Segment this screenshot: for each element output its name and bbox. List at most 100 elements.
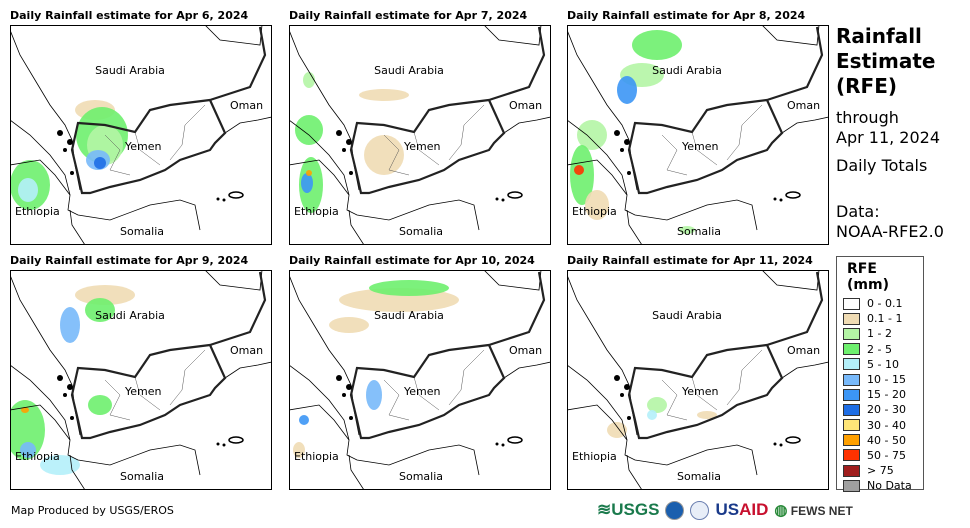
panel-title: Daily Rainfall estimate for Apr 10, 2024 bbox=[289, 254, 535, 267]
legend-swatch bbox=[843, 358, 860, 371]
rainfall-map-panel: Saudi Arabia Oman Yemen Ethiopia Somalia bbox=[289, 270, 551, 490]
legend-item: 1 - 2 bbox=[843, 326, 923, 341]
legend-swatch bbox=[843, 464, 860, 477]
rainfall-area bbox=[301, 173, 313, 193]
islands bbox=[57, 130, 74, 175]
label-oman: Oman bbox=[230, 344, 263, 357]
map-svg: Saudi Arabia Oman Yemen Ethiopia Somalia bbox=[290, 26, 550, 244]
rainfall-area bbox=[632, 30, 682, 60]
legend-swatch bbox=[843, 343, 860, 356]
rainfall-area bbox=[40, 455, 80, 475]
legend-label: 20 - 30 bbox=[867, 403, 906, 417]
panel-title: Daily Rainfall estimate for Apr 7, 2024 bbox=[289, 9, 528, 22]
rainfall-area bbox=[20, 442, 36, 458]
legend-item: 40 - 50 bbox=[843, 433, 923, 448]
legend-swatch bbox=[843, 403, 860, 416]
panel-title: Daily Rainfall estimate for Apr 8, 2024 bbox=[567, 9, 806, 22]
rainfall-area bbox=[88, 395, 112, 415]
map-svg: Saudi Arabia Oman Yemen Ethiopia Somalia bbox=[290, 271, 550, 489]
yemen-border bbox=[70, 271, 267, 440]
socotra-island bbox=[228, 191, 244, 199]
panel-title: Daily Rainfall estimate for Apr 6, 2024 bbox=[10, 9, 249, 22]
label-yemen: Yemen bbox=[403, 140, 441, 153]
label-ethiopia: Ethiopia bbox=[294, 205, 339, 218]
label-yemen: Yemen bbox=[681, 385, 719, 398]
rainfall-area bbox=[75, 285, 135, 305]
socotra-island bbox=[507, 191, 523, 199]
socotra-island bbox=[228, 436, 244, 444]
legend-label: 0 - 0.1 bbox=[867, 297, 903, 311]
legend-label: 50 - 75 bbox=[867, 448, 906, 462]
yemen-border bbox=[70, 26, 267, 195]
doc-seal-logo bbox=[690, 500, 710, 520]
rainfall-map-panel: Saudi Arabia Oman Yemen Ethiopia Somalia bbox=[567, 25, 829, 245]
label-somalia: Somalia bbox=[120, 470, 164, 483]
legend-label: > 75 bbox=[867, 464, 894, 478]
data-source: Data: NOAA-RFE2.0 bbox=[836, 202, 944, 241]
label-saudi-arabia: Saudi Arabia bbox=[652, 64, 722, 77]
legend-title: RFE (mm) bbox=[847, 261, 889, 293]
legend-label: 0.1 - 1 bbox=[867, 312, 903, 326]
usaid-logo: USAID bbox=[715, 500, 769, 519]
rainfall-area bbox=[577, 120, 607, 150]
legend-item: 0.1 - 1 bbox=[843, 311, 923, 326]
islands bbox=[336, 130, 353, 175]
legend-label: 10 - 15 bbox=[867, 373, 906, 387]
label-somalia: Somalia bbox=[677, 225, 721, 238]
rainfall-area bbox=[293, 442, 305, 458]
rainfall-area bbox=[295, 115, 323, 145]
islands bbox=[336, 375, 353, 420]
map-svg: Saudi Arabia Oman Yemen Ethiopia Somalia bbox=[568, 26, 828, 244]
rainfall-map-panel: Saudi Arabia Oman Yemen Ethiopia Somalia bbox=[567, 270, 829, 490]
rainfall-area bbox=[94, 157, 106, 169]
credit: Map Produced by USGS/EROS bbox=[11, 504, 174, 517]
socotra-island bbox=[507, 436, 523, 444]
label-somalia: Somalia bbox=[399, 470, 443, 483]
label-oman: Oman bbox=[787, 99, 820, 112]
socotra-island bbox=[785, 191, 801, 199]
label-yemen: Yemen bbox=[403, 385, 441, 398]
label-saudi-arabia: Saudi Arabia bbox=[374, 309, 444, 322]
legend-swatch bbox=[843, 388, 860, 401]
label-somalia: Somalia bbox=[120, 225, 164, 238]
rainfall-area bbox=[585, 190, 609, 220]
panel-title: Daily Rainfall estimate for Apr 9, 2024 bbox=[10, 254, 249, 267]
label-oman: Oman bbox=[787, 344, 820, 357]
map-svg: Saudi Arabia Oman Yemen Ethiopia Somalia bbox=[11, 271, 271, 489]
logos: ≋USGS USAID ◍ FEWS NET bbox=[597, 500, 853, 520]
label-somalia: Somalia bbox=[677, 470, 721, 483]
yemen-border bbox=[627, 271, 824, 440]
rainfall-area bbox=[18, 178, 38, 202]
side-title: Rainfall Estimate (RFE) bbox=[836, 24, 936, 98]
rainfall-area bbox=[574, 165, 584, 175]
legend-item: 50 - 75 bbox=[843, 448, 923, 463]
rainfall-area bbox=[570, 145, 594, 205]
label-saudi-arabia: Saudi Arabia bbox=[374, 64, 444, 77]
socotra-island bbox=[785, 436, 801, 444]
rainfall-map-panel: Saudi Arabia Oman Yemen Ethiopia Somalia bbox=[289, 25, 551, 245]
rainfall-area bbox=[299, 415, 309, 425]
legend-item: 5 - 10 bbox=[843, 357, 923, 372]
rainfall-area bbox=[364, 135, 404, 175]
islands bbox=[614, 130, 631, 175]
map-svg: Saudi Arabia Oman Yemen Ethiopia Somalia bbox=[568, 271, 828, 489]
label-yemen: Yemen bbox=[124, 140, 162, 153]
label-ethiopia: Ethiopia bbox=[294, 450, 339, 463]
rainfall-area bbox=[617, 76, 637, 104]
legend-swatch bbox=[843, 297, 860, 310]
label-oman: Oman bbox=[509, 344, 542, 357]
rainfall-area bbox=[697, 411, 717, 419]
rainfall-map-panel: Saudi Arabia Oman Yemen Ethiopia Somalia bbox=[10, 25, 272, 245]
legend-swatch bbox=[843, 434, 860, 447]
rainfall-area bbox=[647, 397, 667, 413]
usgs-logo: ≋USGS bbox=[597, 500, 660, 519]
label-saudi-arabia: Saudi Arabia bbox=[95, 309, 165, 322]
rainfall-area bbox=[329, 317, 369, 333]
fews-logo: ◍ FEWS NET bbox=[774, 502, 853, 519]
legend-swatch bbox=[843, 479, 860, 492]
yemen-border bbox=[349, 26, 546, 195]
legend-label: 30 - 40 bbox=[867, 418, 906, 432]
legend-label: 15 - 20 bbox=[867, 388, 906, 402]
panel-title: Daily Rainfall estimate for Apr 11, 2024 bbox=[567, 254, 813, 267]
